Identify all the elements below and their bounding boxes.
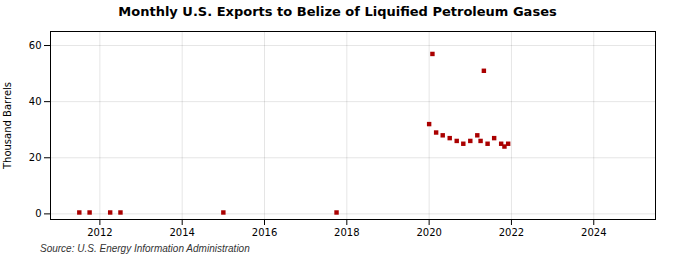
svg-text:Thousand Barrels: Thousand Barrels	[2, 82, 13, 170]
svg-text:2012: 2012	[87, 227, 112, 238]
html-text:Monthly U.S. Exports to Belize: Monthly U.S. Exports to Belize of Liquif…	[118, 4, 557, 19]
svg-text:60: 60	[29, 40, 42, 51]
svg-text:2014: 2014	[169, 227, 194, 238]
svg-text:20: 20	[29, 152, 42, 163]
svg-text:2018: 2018	[334, 227, 359, 238]
svg-text:0: 0	[35, 208, 41, 219]
svg-text:2024: 2024	[581, 227, 606, 238]
svg-text:2020: 2020	[416, 227, 441, 238]
svg-text:2022: 2022	[499, 227, 524, 238]
svg-text:2016: 2016	[252, 227, 277, 238]
html-text:Source: U.S. Energy Informatio: Source: U.S. Energy Information Administ…	[40, 243, 250, 254]
svg-text:40: 40	[29, 96, 42, 107]
